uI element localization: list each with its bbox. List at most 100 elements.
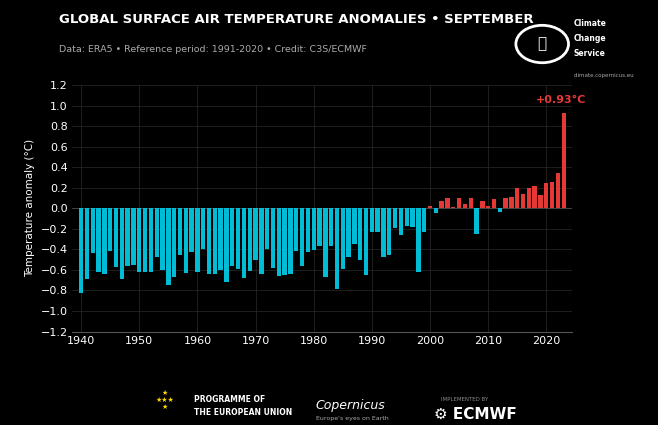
Bar: [364, 208, 368, 275]
Bar: [126, 208, 130, 266]
Text: PROGRAMME OF: PROGRAMME OF: [194, 395, 265, 404]
Bar: [376, 208, 380, 232]
Bar: [253, 208, 258, 260]
Bar: [259, 208, 264, 274]
Text: climate.copernicus.eu: climate.copernicus.eu: [574, 74, 634, 78]
Bar: [486, 206, 490, 208]
Bar: [230, 208, 234, 266]
Bar: [207, 208, 211, 274]
Bar: [335, 208, 339, 289]
Bar: [358, 208, 363, 260]
Text: Climate: Climate: [574, 19, 607, 28]
Bar: [468, 198, 473, 208]
Bar: [120, 208, 124, 279]
Bar: [155, 208, 159, 257]
Bar: [381, 208, 386, 257]
Bar: [329, 208, 334, 246]
Bar: [224, 208, 228, 282]
Bar: [492, 199, 496, 208]
Bar: [509, 197, 514, 208]
Bar: [306, 208, 310, 252]
Bar: [428, 206, 432, 208]
Text: +0.93°C: +0.93°C: [536, 94, 586, 105]
Text: ★
★★★
★: ★ ★★★ ★: [155, 389, 174, 410]
Bar: [370, 208, 374, 232]
Bar: [149, 208, 153, 272]
Bar: [271, 208, 275, 268]
Y-axis label: Temperature anomaly (°C): Temperature anomaly (°C): [25, 139, 35, 278]
Bar: [294, 208, 299, 252]
Bar: [416, 208, 420, 272]
Bar: [497, 208, 502, 212]
Bar: [213, 208, 217, 274]
Bar: [236, 208, 240, 269]
Bar: [288, 208, 293, 274]
Bar: [387, 208, 392, 255]
Text: Service: Service: [574, 49, 605, 58]
Bar: [550, 181, 554, 208]
Bar: [184, 208, 188, 273]
Bar: [434, 208, 438, 213]
Bar: [393, 208, 397, 228]
Bar: [79, 208, 84, 294]
Text: Change: Change: [574, 34, 607, 43]
Bar: [341, 208, 345, 269]
Text: IMPLEMENTED BY: IMPLEMENTED BY: [441, 397, 488, 402]
Bar: [114, 208, 118, 267]
Text: GLOBAL SURFACE AIR TEMPERATURE ANOMALIES • SEPTEMBER: GLOBAL SURFACE AIR TEMPERATURE ANOMALIES…: [59, 13, 534, 26]
Bar: [451, 207, 455, 208]
Bar: [323, 208, 328, 277]
Bar: [166, 208, 170, 285]
Text: Copernicus: Copernicus: [316, 400, 386, 412]
Bar: [190, 208, 193, 252]
Bar: [201, 208, 205, 249]
Bar: [474, 208, 478, 234]
Bar: [346, 208, 351, 257]
Bar: [463, 204, 467, 208]
Bar: [440, 201, 443, 208]
Bar: [178, 208, 182, 255]
Bar: [311, 208, 316, 250]
Bar: [544, 183, 549, 208]
Bar: [85, 208, 89, 279]
Bar: [282, 208, 287, 275]
Bar: [532, 186, 537, 208]
Bar: [161, 208, 164, 270]
Bar: [457, 198, 461, 208]
Bar: [480, 201, 484, 208]
Bar: [143, 208, 147, 272]
Bar: [108, 208, 113, 252]
Bar: [102, 208, 107, 274]
Bar: [247, 208, 252, 271]
Bar: [503, 198, 508, 208]
Text: THE EUROPEAN UNION: THE EUROPEAN UNION: [194, 408, 292, 417]
Text: ⚙ ECMWF: ⚙ ECMWF: [434, 407, 517, 422]
Bar: [195, 208, 199, 272]
Bar: [91, 208, 95, 253]
Bar: [405, 208, 409, 226]
Bar: [137, 208, 141, 272]
Bar: [538, 195, 543, 208]
Text: Europe's eyes on Earth: Europe's eyes on Earth: [316, 416, 389, 421]
Bar: [411, 208, 415, 227]
Bar: [526, 188, 531, 208]
Text: ⏱: ⏱: [538, 37, 547, 51]
Bar: [317, 208, 322, 246]
Bar: [445, 198, 449, 208]
Bar: [399, 208, 403, 235]
Bar: [561, 113, 566, 208]
Bar: [265, 208, 269, 249]
Bar: [422, 208, 426, 232]
Bar: [515, 188, 519, 208]
Bar: [131, 208, 136, 265]
Bar: [276, 208, 281, 276]
Bar: [96, 208, 101, 272]
Bar: [172, 208, 176, 277]
Bar: [521, 194, 525, 208]
Bar: [556, 173, 560, 208]
Bar: [352, 208, 357, 244]
Text: Data: ERA5 • Reference period: 1991-2020 • Credit: C3S/ECMWF: Data: ERA5 • Reference period: 1991-2020…: [59, 45, 367, 54]
Bar: [218, 208, 223, 270]
Bar: [241, 208, 246, 278]
Bar: [300, 208, 304, 266]
